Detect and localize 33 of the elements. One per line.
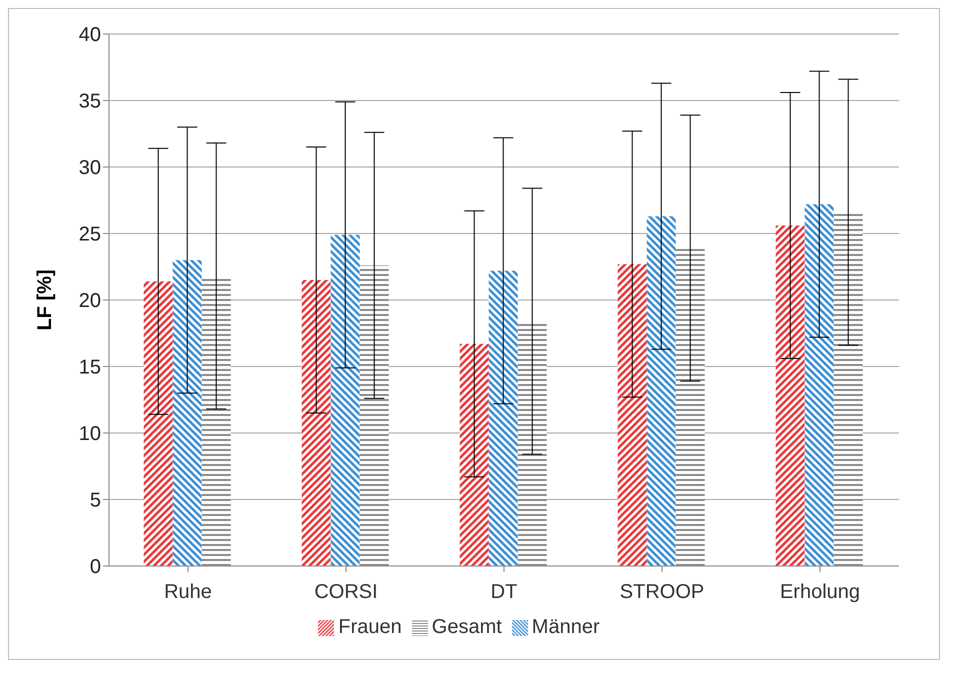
y-tick-label: 5 xyxy=(90,490,101,512)
x-tick-label: DT xyxy=(490,581,518,604)
bar xyxy=(618,264,647,566)
bar xyxy=(518,321,547,566)
y-tick-label: 15 xyxy=(78,356,101,379)
x-tick-label: STROOP xyxy=(620,581,704,604)
legend-label: Männer xyxy=(532,616,600,638)
x-tick-label: Ruhe xyxy=(164,581,212,604)
y-tick-label: 40 xyxy=(78,24,101,46)
bar xyxy=(172,260,202,566)
bar xyxy=(460,344,489,566)
y-tick-label: 20 xyxy=(78,290,101,312)
bar xyxy=(144,281,173,566)
y-tick-label: 30 xyxy=(78,157,101,180)
y-axis-title: LF [%] xyxy=(34,269,56,331)
legend-label: Gesamt xyxy=(432,616,502,638)
y-tick-label: 0 xyxy=(90,556,101,578)
y-tick-label: 10 xyxy=(78,423,101,446)
y-tick-label: 35 xyxy=(78,90,101,113)
bar xyxy=(646,216,676,566)
bar xyxy=(330,234,360,566)
bar xyxy=(202,276,231,566)
x-tick-label: CORSI xyxy=(314,581,378,604)
bar xyxy=(302,280,331,566)
bar xyxy=(776,226,805,566)
y-tick-label: 25 xyxy=(78,224,101,246)
bar xyxy=(676,248,705,566)
legend-label: Frauen xyxy=(338,616,402,638)
bar xyxy=(804,204,834,566)
bar xyxy=(360,265,389,566)
x-tick-label: Erholung xyxy=(780,581,860,604)
bar xyxy=(488,270,518,566)
bar xyxy=(834,212,863,566)
